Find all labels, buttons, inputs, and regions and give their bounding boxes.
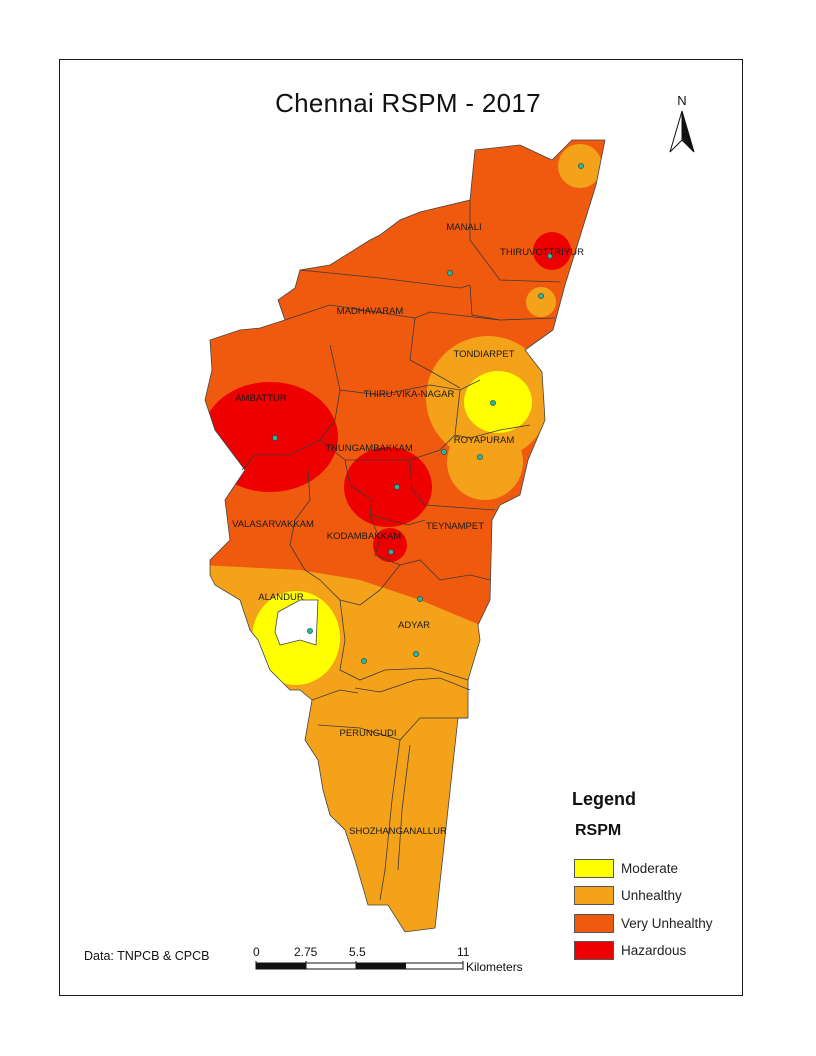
legend-title: Legend: [572, 789, 637, 809]
label-valasarvakkam: VALASARVAKKAM: [232, 519, 314, 530]
legend-item-very-unhealthy: Very Unhealthy: [574, 913, 713, 933]
scale-tick-0: 0: [253, 945, 260, 959]
label-madhavaram: MADHAVARAM: [337, 306, 404, 317]
station-adyar: [413, 651, 419, 657]
station-ennore: [578, 163, 584, 169]
map-frame: [59, 59, 743, 996]
label-adyar: ADYAR: [398, 620, 430, 631]
scale-tick-2-75: 2.75: [294, 945, 318, 959]
station-guindy: [361, 658, 367, 664]
scale-tick-11: 11: [457, 945, 470, 959]
label-shozhanganallur: SHOZHANGANALLUR: [349, 826, 447, 837]
map-title: Chennai RSPM - 2017: [275, 88, 541, 118]
place-labels: MANALI THIRUVOTTRIYUR MADHAVARAM TONDIAR…: [232, 222, 584, 837]
station-kodambakkam: [388, 549, 394, 555]
legend-item-hazardous: Hazardous: [574, 940, 686, 960]
station-teynampet: [417, 596, 423, 602]
label-tondiarpet: TONDIARPET: [453, 349, 514, 360]
scale-tick-5-5: 5.5: [349, 945, 366, 959]
data-credit: Data: TNPCB & CPCB: [84, 949, 210, 963]
hazardous-zone-kodambakkam: [373, 528, 407, 562]
north-label: N: [677, 93, 686, 108]
legend-label-moderate: Moderate: [621, 860, 679, 876]
label-alandur: ALANDUR: [258, 592, 304, 603]
legend-item-moderate: Moderate: [574, 858, 678, 878]
label-ambattur: AMBATTUR: [235, 393, 287, 404]
hazardous-zone-thiruvottriyur: [533, 232, 571, 270]
legend-swatch-moderate: [574, 858, 614, 878]
scale-bar: [255, 961, 464, 970]
legend-swatch-very-unhealthy: [574, 913, 614, 933]
label-tnungambakkam: TNUNGAMBAKKAM: [325, 443, 413, 454]
hazardous-zone-nungambakkam: [344, 447, 432, 527]
north-arrow-icon: N: [669, 93, 695, 153]
scale-unit: Kilometers: [466, 960, 523, 974]
legend-label-very-unhealthy: Very Unhealthy: [621, 915, 713, 931]
monitoring-stations: [272, 163, 584, 664]
label-perungudi: PERUNGUDI: [339, 728, 396, 739]
station-thiru-vika-nagar: [441, 449, 447, 455]
station-tondiarpet: [490, 400, 496, 406]
label-thiruvottriyur: THIRUVOTTRIYUR: [500, 247, 584, 258]
legend-item-unhealthy: Unhealthy: [574, 885, 682, 905]
label-kodambakkam: KODAMBAKKAM: [327, 531, 402, 542]
station-thiruvottriyur: [547, 253, 553, 259]
moderate-zone-tondiarpet: [464, 371, 532, 433]
legend-swatch-unhealthy: [574, 885, 614, 905]
zone-boundaries: [241, 200, 561, 901]
station-ambattur: [272, 435, 278, 441]
airport-exclusion: [274, 599, 319, 646]
unhealthy-zone-south: [205, 565, 492, 932]
station-royapuram: [477, 454, 483, 460]
label-teynampet: TEYNAMPET: [426, 521, 484, 532]
station-kathivakkam: [538, 293, 544, 299]
station-alandur: [307, 628, 313, 634]
unhealthy-zone-kathivakkam: [526, 287, 556, 317]
legend-label-hazardous: Hazardous: [621, 942, 687, 958]
legend-subtitle: RSPM: [575, 822, 622, 839]
label-thiru-vika-nagar: THIRU-VIKA-NAGAR: [364, 389, 455, 400]
label-manali: MANALI: [446, 222, 481, 233]
legend-label-unhealthy: Unhealthy: [621, 887, 682, 903]
rspm-zones: [205, 140, 605, 932]
label-royapuram: ROYAPURAM: [454, 435, 515, 446]
legend-swatch-hazardous: [574, 940, 614, 960]
station-manali: [447, 270, 453, 276]
station-nungambakkam: [394, 484, 400, 490]
unhealthy-zone-royapuram: [447, 424, 523, 500]
